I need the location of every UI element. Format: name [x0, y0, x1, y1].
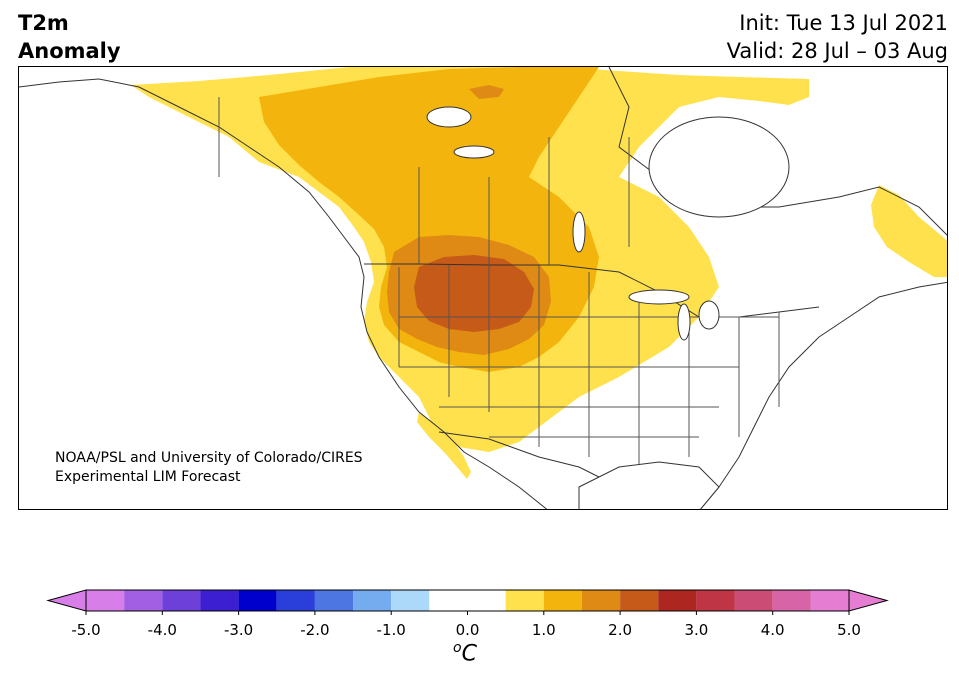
colorbar-extend-high	[848, 589, 889, 612]
credit-text: NOAA/PSL and University of Colorado/CIRE…	[55, 449, 363, 487]
colorbar-tick-label: -3.0	[223, 621, 254, 639]
anomaly-region-baja	[417, 412, 471, 479]
lake-superior	[628, 289, 690, 305]
map-outlines	[19, 67, 947, 509]
forecast-dates: Init: Tue 13 Jul 2021 Valid: 28 Jul – 03…	[727, 9, 948, 65]
map-title: T2m Anomaly	[18, 9, 121, 65]
colorbar-segment	[162, 590, 201, 611]
colorbar-segment	[353, 590, 392, 611]
colorbar-units: oC	[453, 640, 477, 666]
great-slave-lake	[453, 145, 495, 159]
lake-winnipeg	[572, 211, 586, 253]
colorbar-tick-label: 5.0	[837, 621, 861, 639]
units-degree: o	[453, 640, 462, 656]
init-date: Init: Tue 13 Jul 2021	[739, 11, 948, 35]
colorbar-segment	[658, 590, 697, 611]
colorbar-segment	[429, 590, 506, 611]
colorbar-segment	[543, 590, 582, 611]
colorbar-segment	[276, 590, 315, 611]
colorbar-tick-label: 1.0	[531, 621, 556, 639]
colorbar-tick-label: -1.0	[376, 621, 406, 639]
lake-huron	[698, 300, 720, 330]
colorbar	[46, 589, 889, 615]
anomaly-region-nunavut	[469, 85, 504, 99]
colorbar-segment	[124, 590, 163, 611]
us-state-lines	[398, 265, 780, 467]
colorbar-segment	[696, 590, 735, 611]
colorbar-segment	[86, 590, 125, 611]
colorbar-segment	[810, 590, 849, 611]
colorbar-tick-label: -4.0	[147, 621, 177, 639]
colorbar-tick-label: 0.0	[455, 621, 480, 639]
anomaly-region-newfoundland	[871, 185, 947, 277]
credit-line-1: NOAA/PSL and University of Colorado/CIRE…	[55, 450, 363, 466]
colorbar-tick-label: -2.0	[300, 621, 330, 639]
title-line-2: Anomaly	[18, 39, 121, 63]
colorbar-tick-label: 4.0	[760, 621, 785, 639]
anomaly-region-2.0-2.5	[414, 255, 534, 332]
colorbar-extend-low	[46, 589, 87, 612]
colorbar-segment	[314, 590, 354, 611]
great-bear-lake	[426, 106, 472, 128]
colorbar-tick-label: 2.0	[608, 621, 633, 639]
us-canada-border	[364, 263, 820, 318]
colorbar-segment	[620, 590, 659, 611]
anomaly-map	[19, 67, 947, 509]
gulf-of-mexico	[578, 461, 720, 509]
colorbar-tick-label: 3.0	[684, 621, 709, 639]
credit-line-2: Experimental LIM Forecast	[55, 469, 241, 485]
lakes	[426, 106, 790, 341]
units-letter: C	[461, 641, 477, 667]
colorbar-tick-label: -5.0	[71, 621, 101, 639]
lake-michigan	[677, 303, 691, 341]
colorbar-segment	[238, 590, 277, 611]
colorbar-segment	[772, 590, 811, 611]
valid-date: Valid: 28 Jul – 03 Aug	[726, 39, 948, 63]
west-coastline	[19, 78, 548, 509]
colorbar-segment	[734, 590, 773, 611]
colorbar-segment	[581, 590, 621, 611]
map-panel	[18, 66, 948, 510]
colorbar-segment	[200, 590, 239, 611]
colorbar-segment	[391, 590, 430, 611]
canada-provincial-lines	[218, 97, 630, 265]
colorbar-segment	[505, 590, 544, 611]
title-line-1: T2m	[18, 11, 69, 35]
hudson-bay	[648, 116, 790, 218]
